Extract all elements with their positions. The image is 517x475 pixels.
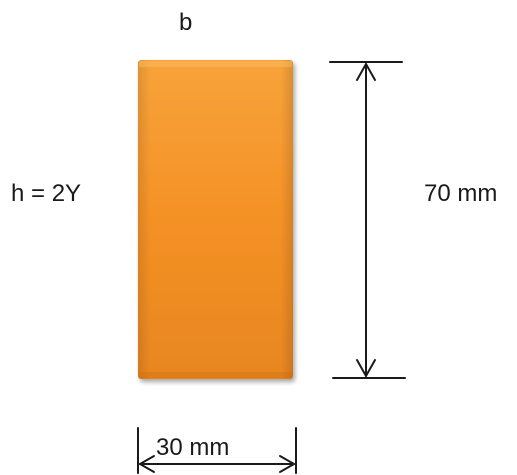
- width-dimension-line: [137, 427, 297, 474]
- height-dimension-line: [329, 61, 406, 379]
- arrow-down-icon: [356, 359, 376, 377]
- arrow-right-icon: [279, 455, 295, 473]
- beam-cross-section: [138, 60, 293, 379]
- width-value-label: 30 mm: [156, 434, 230, 461]
- height-formula-label: h = 2Y: [11, 180, 82, 207]
- arrow-left-icon: [139, 455, 155, 473]
- height-value-label: 70 mm: [424, 180, 498, 207]
- arrow-up-icon: [356, 63, 376, 81]
- width-symbol-label: b: [179, 9, 193, 36]
